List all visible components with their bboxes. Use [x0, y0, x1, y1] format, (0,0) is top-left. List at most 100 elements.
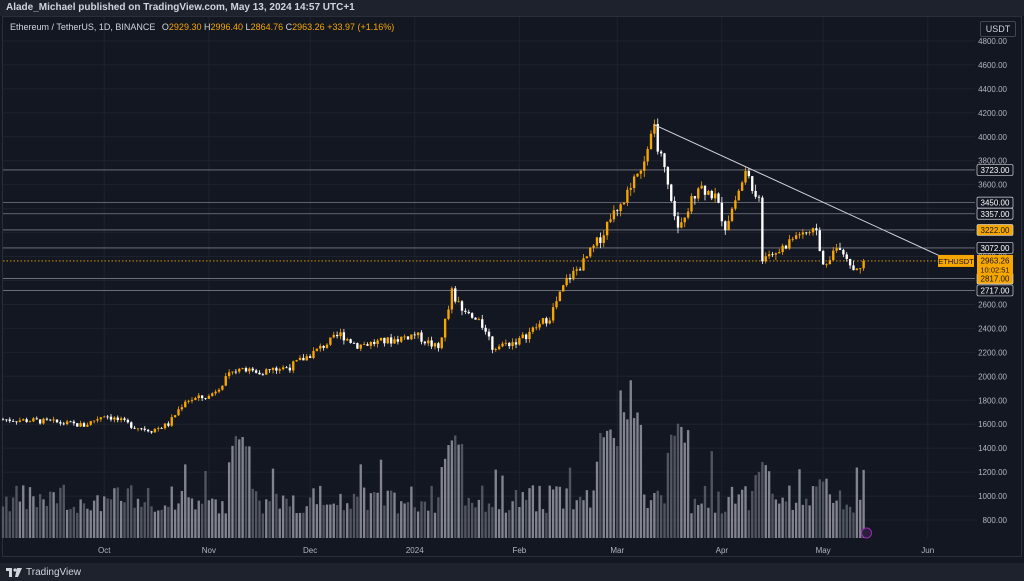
y-tick-label: 1800.00: [978, 396, 1007, 405]
volume-bar: [130, 485, 133, 538]
volume-bar: [680, 426, 683, 538]
volume-bar: [592, 490, 595, 538]
volume-bar: [710, 451, 713, 538]
candle-body: [541, 318, 545, 324]
candle-body: [325, 344, 329, 348]
volume-bar: [89, 510, 92, 538]
level-label: 2717.00: [981, 286, 1010, 295]
volume-bar: [106, 498, 109, 538]
volume-bar: [447, 445, 450, 538]
candle-body: [636, 173, 639, 177]
volume-bar: [62, 484, 65, 538]
currency-unit-button[interactable]: USDT: [980, 21, 1016, 37]
volume-bar: [518, 507, 521, 538]
candle-body: [501, 343, 504, 347]
y-tick-label: 4800.00: [978, 37, 1007, 46]
candle-body: [389, 337, 393, 344]
volume-bar: [805, 498, 808, 538]
volume-bar: [173, 509, 177, 538]
lightning-icon[interactable]: [861, 527, 873, 539]
candle-body: [319, 345, 322, 349]
candle-body: [416, 332, 420, 336]
candle-body: [450, 288, 454, 310]
volume-bar: [541, 509, 545, 538]
candle-body: [740, 182, 744, 191]
candle-body: [565, 277, 568, 286]
candle-body: [487, 331, 491, 337]
candle-body: [373, 341, 376, 344]
candle-body: [639, 170, 643, 174]
time-axis: Oct Nov Dec 2024 Feb Mar Apr May Jun: [98, 527, 934, 555]
volume-bar: [8, 511, 11, 538]
candle-body: [116, 417, 119, 420]
candle-body: [285, 367, 288, 369]
level-label: 3072.00: [981, 244, 1010, 253]
candle-body: [656, 123, 659, 152]
candle-body: [676, 216, 680, 228]
volume-bars: [1, 380, 865, 538]
volume-bar: [244, 446, 248, 538]
volume-bar: [45, 505, 49, 538]
candle-body: [207, 395, 211, 399]
volume-bar: [538, 485, 541, 538]
volume-bar: [28, 487, 32, 538]
candle-body: [751, 176, 754, 191]
y-tick-label: 4000.00: [978, 133, 1007, 142]
volume-bar: [305, 506, 308, 538]
candle-body: [845, 254, 848, 259]
volume-bar: [626, 419, 629, 538]
volume-bar: [724, 511, 727, 538]
volume-bar: [683, 442, 686, 538]
volume-bar: [595, 461, 599, 538]
volume-bar: [767, 471, 771, 538]
volume-bar: [528, 488, 531, 538]
volume-bar: [86, 508, 89, 538]
volume-bar: [69, 509, 72, 538]
y-tick-label: 2000.00: [978, 372, 1007, 381]
candle-body: [69, 421, 72, 423]
volume-bar: [339, 493, 342, 538]
volume-bar: [49, 491, 52, 538]
volume-bar: [194, 509, 197, 538]
volume-bar: [535, 511, 538, 538]
countdown-label: 10:02:51: [980, 265, 1009, 274]
tradingview-brand[interactable]: TradingView: [6, 567, 81, 578]
volume-bar: [514, 490, 518, 538]
volume-bar: [734, 503, 737, 538]
volume-bar: [589, 507, 592, 538]
candle-body: [734, 200, 737, 209]
candle-body: [659, 151, 663, 154]
candle-body: [227, 372, 231, 377]
volume-bar: [153, 511, 157, 538]
chart-panel[interactable]: [2, 16, 1022, 557]
candle-body: [551, 307, 555, 321]
volume-bar: [403, 503, 406, 538]
x-tick-label: 2024: [406, 546, 424, 555]
volume-bar: [11, 497, 15, 538]
volume-bar: [251, 488, 254, 538]
x-tick-label: May: [816, 546, 831, 555]
candle-body: [146, 429, 150, 432]
volume-bar: [423, 501, 427, 538]
volume-bar: [312, 488, 315, 538]
volume-bar: [740, 489, 744, 538]
volume-bar: [224, 513, 227, 538]
candle-body: [464, 310, 467, 312]
volume-bar: [184, 464, 187, 538]
y-tick-label: 1600.00: [978, 420, 1007, 429]
candle-body: [173, 415, 177, 418]
candlesticks: [1, 118, 865, 434]
volume-bar: [238, 439, 241, 538]
grid-lines: [3, 17, 975, 538]
low-value: 2864.76: [250, 22, 284, 32]
candle-body: [157, 428, 160, 429]
volume-bar: [231, 445, 234, 538]
candle-body: [761, 197, 764, 262]
candle-body: [113, 417, 116, 420]
candle-body: [443, 318, 447, 338]
volume-bar: [646, 508, 649, 538]
volume-bar: [568, 467, 572, 538]
volume-bar: [92, 500, 96, 538]
volume-bar: [757, 471, 761, 538]
